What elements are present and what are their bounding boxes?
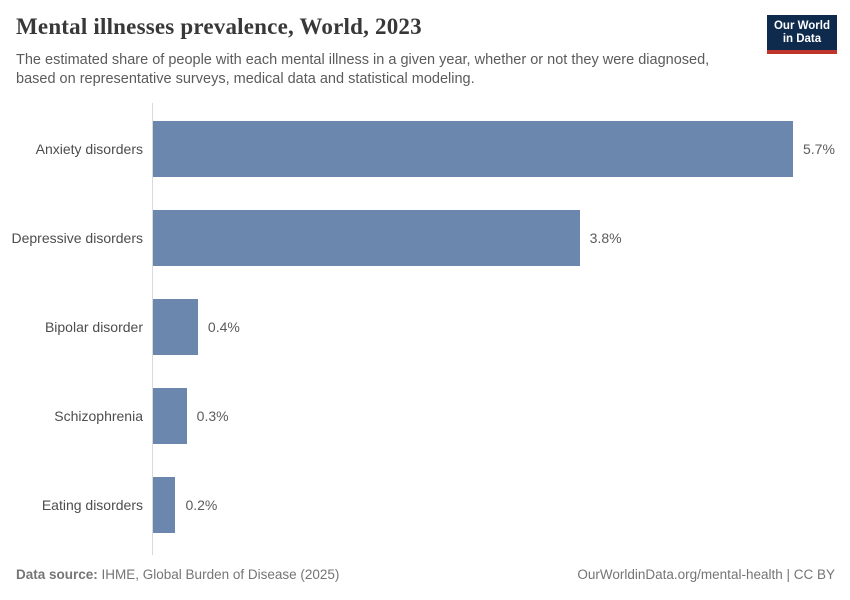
owid-logo: Our World in Data [766, 15, 837, 54]
bar-bipolar-disorder[interactable] [153, 298, 198, 355]
bar-area: 5.7% [153, 104, 850, 193]
data-source-label: Data source: [16, 567, 98, 582]
bar-depressive-disorders[interactable] [153, 209, 580, 266]
category-label: Anxiety disorders [35, 140, 143, 157]
chart-row: Depressive disorders 3.8% [0, 193, 850, 282]
value-label: 0.4% [207, 318, 240, 335]
data-source: Data source: IHME, Global Burden of Dise… [16, 567, 339, 582]
bar-chart: Anxiety disorders 5.7% Depressive disord… [0, 103, 850, 555]
bar-schizophrenia[interactable] [153, 387, 187, 444]
category-label: Depressive disorders [11, 229, 144, 246]
value-label: 0.3% [196, 407, 229, 424]
bar-area: 3.8% [153, 193, 850, 282]
chart-row: Eating disorders 0.2% [0, 460, 850, 549]
chart-row: Anxiety disorders 5.7% [0, 104, 850, 193]
bar-area: 0.4% [153, 282, 850, 371]
category-label: Eating disorders [41, 496, 143, 513]
bar-anxiety-disorders[interactable] [153, 120, 793, 177]
bar-area: 0.2% [153, 460, 850, 549]
value-label: 3.8% [589, 229, 622, 246]
chart-subtitle: The estimated share of people with each … [16, 52, 710, 87]
chart-row: Bipolar disorder 0.4% [0, 282, 850, 371]
data-source-value: IHME, Global Burden of Disease (2025) [97, 567, 340, 582]
y-axis-line [152, 103, 153, 555]
footer-link[interactable]: OurWorldinData.org/mental-health | CC BY [577, 567, 835, 582]
category-label: Bipolar disorder [44, 318, 143, 335]
bar-eating-disorders[interactable] [153, 476, 176, 533]
chart-row: Schizophrenia 0.3% [0, 371, 850, 460]
logo-line-2: in Data [782, 33, 822, 45]
chart-title: Mental illnesses prevalence, World, 2023 [16, 14, 422, 39]
category-label: Schizophrenia [54, 407, 143, 424]
logo-line-1: Our World [773, 20, 830, 32]
bar-area: 0.3% [153, 371, 850, 460]
value-label: 0.2% [185, 496, 218, 513]
footer: Data source: IHME, Global Burden of Dise… [16, 567, 835, 582]
value-label: 5.7% [803, 140, 835, 157]
